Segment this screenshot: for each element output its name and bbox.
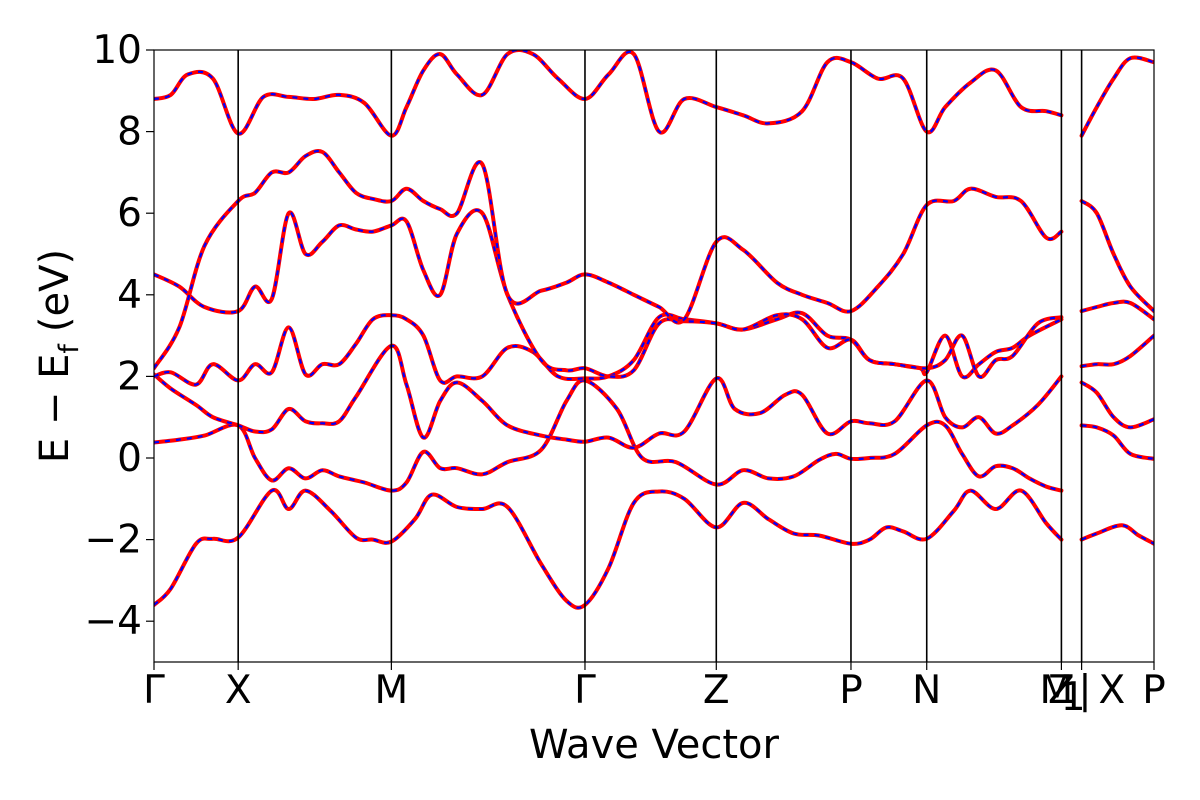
band-line-red <box>154 488 1064 610</box>
x-tick-label: M <box>1040 668 1074 713</box>
x-tick-label: 1 <box>1061 675 1086 720</box>
band-line-red <box>1079 299 1154 322</box>
band-line-red <box>154 149 1064 371</box>
band-line-blue-dashed <box>154 50 1062 137</box>
band-line-blue-dashed <box>154 379 1062 492</box>
x-tick-label: Z <box>1048 668 1075 713</box>
y-tick-label: 8 <box>117 110 142 155</box>
x-tick-label: P <box>1142 668 1166 713</box>
x-tick-label: Γ <box>574 668 596 713</box>
band-line-red <box>154 208 1064 380</box>
x-tick-label: M <box>375 668 409 713</box>
band-line-blue-dashed <box>154 488 1063 609</box>
band-line-blue-dashed <box>154 311 1062 386</box>
x-tick-label: | <box>1078 668 1091 713</box>
band-line-red <box>1079 423 1154 461</box>
x-tick-label: Z <box>703 668 730 713</box>
x-tick-label: X <box>1099 668 1126 713</box>
plot-frame <box>153 49 1155 663</box>
band-line-blue-dashed <box>1081 300 1154 321</box>
kpoint-lines <box>237 50 1083 662</box>
band-line-blue-dashed <box>1081 524 1154 545</box>
x-tick-label: P <box>839 668 863 713</box>
band-line-blue-dashed <box>1080 200 1154 312</box>
band-line-red <box>154 310 1064 387</box>
y-tick-label: −2 <box>85 518 143 563</box>
band-line-red <box>154 50 1064 138</box>
y-axis-title-unit: (eV) <box>32 249 78 332</box>
y-tick-label: 2 <box>117 354 142 399</box>
band-line-red <box>1079 333 1154 369</box>
x-axis: Γ X M Γ Z P N ZM1| X P <box>143 662 1166 720</box>
x-tick-label: N <box>912 668 941 713</box>
y-tick-label: 10 <box>92 28 142 73</box>
y-tick-label: 4 <box>117 273 142 318</box>
band-line-blue-dashed <box>1080 56 1154 137</box>
y-tick-label: 0 <box>117 436 142 481</box>
band-line-red <box>1079 55 1154 138</box>
y-axis-title: E − Ef (eV) <box>32 249 85 463</box>
bands-layer <box>154 50 1154 610</box>
band-line-blue-dashed <box>1080 381 1154 429</box>
y-axis: −4 −2 0 2 4 6 8 10 <box>85 28 154 644</box>
band-line-red <box>1079 199 1154 314</box>
x-tick-label: X <box>225 668 252 713</box>
band-line-blue-dashed <box>154 209 1062 379</box>
y-tick-label: 6 <box>117 191 142 236</box>
band-line-blue-dashed <box>1081 424 1154 460</box>
y-axis-title-main: E − E <box>32 354 78 464</box>
band-line-blue-dashed <box>154 149 1063 369</box>
x-tick-label: Γ <box>143 668 165 713</box>
y-tick-label: −4 <box>85 599 143 644</box>
y-axis-title-sub: f <box>54 343 85 354</box>
x-axis-title: Wave Vector <box>529 722 780 768</box>
